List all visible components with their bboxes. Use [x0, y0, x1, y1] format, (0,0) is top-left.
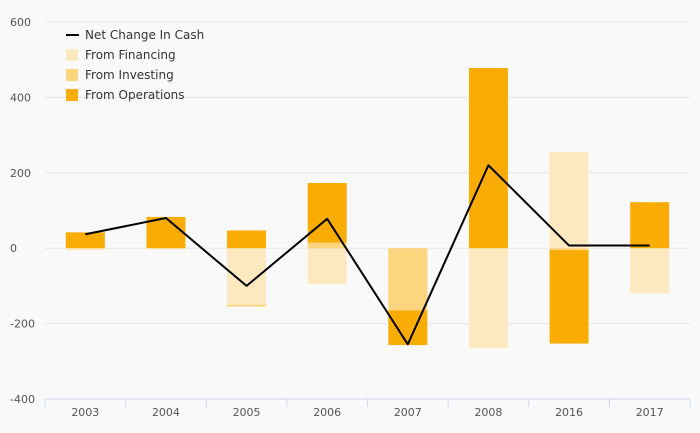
bar-from-investing	[549, 248, 589, 251]
legend-label: From Operations	[85, 88, 185, 102]
y-tick-label: 400	[10, 91, 31, 104]
bar-from-operations	[630, 202, 670, 249]
bar-from-operations	[65, 232, 105, 249]
x-tick-label: 2017	[636, 406, 664, 419]
line-series	[85, 164, 650, 346]
bar-from-financing	[630, 248, 670, 294]
y-tick-label: -400	[10, 393, 35, 406]
bar-from-financing	[146, 248, 186, 250]
y-tick-label: -200	[10, 318, 35, 331]
bar-from-investing	[307, 242, 347, 249]
legend-swatch	[66, 89, 78, 101]
bar-from-financing	[549, 152, 589, 249]
bar-from-financing	[468, 248, 508, 349]
bar-from-operations	[146, 216, 186, 249]
x-tick-label: 2005	[233, 406, 261, 419]
bar-from-financing	[65, 248, 105, 251]
legend-label: Net Change In Cash	[85, 28, 204, 42]
legend-label: From Investing	[85, 68, 174, 82]
y-tick-label: 0	[10, 242, 17, 255]
legend: Net Change In Cash From Financing From Inv…	[66, 28, 204, 102]
legend-label: From Financing	[85, 48, 176, 62]
bar-from-operations	[468, 67, 508, 249]
bar-from-operations	[227, 230, 267, 249]
bar-from-financing	[227, 248, 267, 305]
bar-from-financing	[307, 248, 347, 285]
legend-swatch	[66, 69, 78, 81]
x-tick-label: 2007	[394, 406, 422, 419]
x-tick-label: 2006	[313, 406, 341, 419]
bars	[65, 67, 670, 349]
x-tick-label: 2008	[474, 406, 502, 419]
x-tick-label: 2003	[71, 406, 99, 419]
bar-from-operations	[307, 182, 347, 243]
bar-from-operations	[549, 250, 589, 344]
x-tick-label: 2004	[152, 406, 180, 419]
bar-from-investing	[388, 248, 428, 311]
axes: -400 -200 0 200 400 600 2003 2004 2005 2006 2007 20…	[10, 16, 691, 419]
y-tick-label: 200	[10, 167, 31, 180]
bar-from-investing	[227, 304, 267, 307]
net-change-line	[85, 164, 650, 346]
x-tick-label: 2016	[555, 406, 583, 419]
legend-swatch	[66, 49, 78, 61]
y-tick-label: 600	[10, 16, 31, 29]
